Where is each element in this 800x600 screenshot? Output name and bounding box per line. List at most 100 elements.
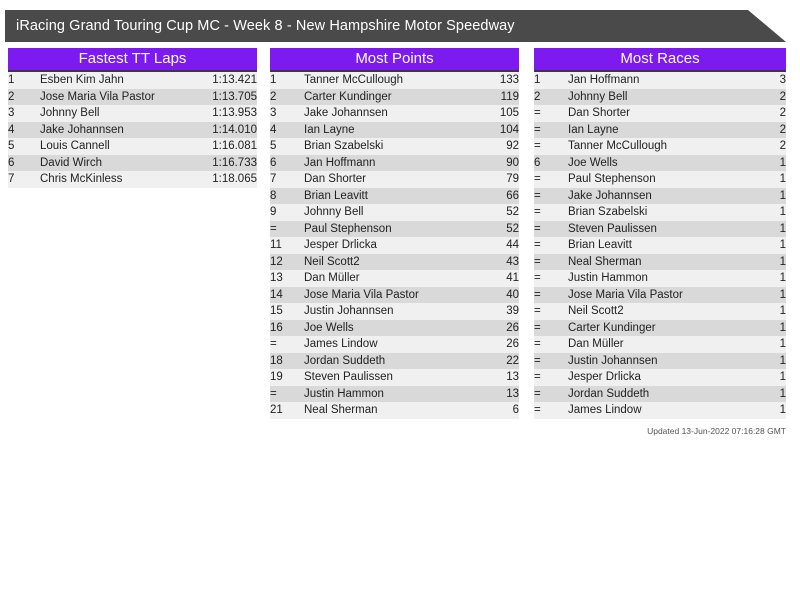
row-value: 1 — [779, 173, 786, 185]
row-driver-name: Neil Scott2 — [304, 255, 360, 268]
table-row: 12 Neil Scott2 43 — [270, 253, 519, 270]
table-row: 15 Justin Johannsen 39 — [270, 303, 519, 320]
row-value: 43 — [506, 255, 519, 268]
table-row: = Justin Johannsen 1 — [534, 352, 786, 369]
row-driver-name: Jesper Drlicka — [568, 371, 641, 383]
row-driver-name: Jake Johannsen — [568, 189, 652, 202]
row-rank: 5 — [8, 140, 15, 152]
table-most-races: 1 Jan Hoffmann 3 2 Johnny Bell 2 = Dan Shorter 2… — [534, 72, 786, 419]
row-value: 1 — [779, 272, 786, 284]
table-row: = Tanner McCullough 2 — [534, 138, 786, 155]
row-driver-name: Justin Johannsen — [568, 354, 658, 367]
row-rank: = — [534, 404, 541, 416]
row-driver-name: Steven Paulissen — [304, 371, 393, 383]
row-value: 1 — [779, 222, 786, 235]
row-driver-name: David Wirch — [40, 156, 102, 169]
row-rank: 16 — [270, 321, 283, 334]
row-driver-name: Jan Hoffmann — [568, 74, 640, 86]
table-body: 1 Tanner McCullough 133 2 Carter Kundinger 11… — [270, 72, 519, 419]
row-driver-name: Jordan Suddeth — [568, 387, 650, 400]
table-row: 4 Jake Johannsen 1:14.010 — [8, 121, 257, 138]
row-driver-name: Johnny Bell — [568, 90, 628, 103]
row-driver-name: Jordan Suddeth — [304, 354, 386, 367]
row-driver-name: Dan Shorter — [304, 173, 367, 185]
table-row: = Brian Leavitt 1 — [534, 237, 786, 254]
row-value: 26 — [506, 338, 519, 350]
table-row: 6 Jan Hoffmann 90 — [270, 154, 519, 171]
row-driver-name: Tanner McCullough — [304, 74, 404, 86]
row-rank: 21 — [270, 404, 283, 416]
row-rank: 4 — [8, 123, 15, 136]
row-value: 1:13.953 — [212, 107, 257, 119]
row-driver-name: Dan Müller — [568, 338, 624, 350]
row-value: 3 — [779, 74, 786, 86]
table-row: 2 Carter Kundinger 119 — [270, 88, 519, 105]
row-driver-name: Neil Scott2 — [568, 305, 624, 317]
row-value: 52 — [506, 206, 519, 218]
row-value: 1:16.733 — [212, 156, 257, 169]
table-row: = James Lindow 1 — [534, 402, 786, 419]
table-row: = Dan Müller 1 — [534, 336, 786, 353]
table-row: 14 Jose Maria Vila Pastor 40 — [270, 286, 519, 303]
row-driver-name: Esben Kim Jahn — [40, 74, 124, 86]
row-rank: = — [534, 354, 541, 367]
row-driver-name: James Lindow — [568, 404, 642, 416]
row-driver-name: Brian Szabelski — [304, 140, 384, 152]
table-row: = Carter Kundinger 1 — [534, 319, 786, 336]
row-value: 1:14.010 — [212, 123, 257, 136]
row-rank: 2 — [8, 90, 15, 103]
row-rank: 6 — [534, 156, 541, 169]
row-driver-name: Brian Leavitt — [568, 239, 632, 251]
row-rank: = — [534, 239, 541, 251]
row-value: 1 — [779, 255, 786, 268]
row-rank: 2 — [534, 90, 541, 103]
table-row: = Jordan Suddeth 1 — [534, 385, 786, 402]
row-value: 2 — [779, 123, 786, 136]
row-driver-name: Joe Wells — [568, 156, 618, 169]
row-value: 2 — [779, 107, 786, 119]
row-value: 1 — [779, 288, 786, 301]
row-value: 90 — [506, 156, 519, 169]
row-rank: 19 — [270, 371, 283, 383]
table-row: = Jake Johannsen 1 — [534, 187, 786, 204]
table-row: 1 Esben Kim Jahn 1:13.421 — [8, 72, 257, 89]
table-row: 3 Jake Johannsen 105 — [270, 105, 519, 122]
row-driver-name: Joe Wells — [304, 321, 354, 334]
row-rank: 8 — [270, 189, 277, 202]
row-rank: = — [534, 140, 541, 152]
row-value: 1 — [779, 305, 786, 317]
row-driver-name: Ian Layne — [568, 123, 619, 136]
row-value: 22 — [506, 354, 519, 367]
row-value: 79 — [506, 173, 519, 185]
row-driver-name: James Lindow — [304, 338, 378, 350]
row-rank: 13 — [270, 272, 283, 284]
table-fastest-tt-laps: 1 Esben Kim Jahn 1:13.421 2 Jose Maria Vila … — [8, 72, 257, 188]
row-value: 2 — [779, 140, 786, 152]
table-row: 2 Jose Maria Vila Pastor 1:13.705 — [8, 88, 257, 105]
row-value: 39 — [506, 305, 519, 317]
row-rank: = — [534, 255, 541, 268]
table-row: 9 Johnny Bell 52 — [270, 204, 519, 221]
table-row: 5 Brian Szabelski 92 — [270, 138, 519, 155]
table-row: 19 Steven Paulissen 13 — [270, 369, 519, 386]
row-value: 105 — [499, 107, 519, 119]
row-value: 1:13.421 — [212, 74, 257, 86]
table-row: 2 Johnny Bell 2 — [534, 88, 786, 105]
row-value: 133 — [499, 74, 519, 86]
row-driver-name: Jose Maria Vila Pastor — [40, 90, 155, 103]
table-row: 1 Tanner McCullough 133 — [270, 72, 519, 89]
table-row: 7 Dan Shorter 79 — [270, 171, 519, 188]
row-value: 1 — [779, 321, 786, 334]
page-title: iRacing Grand Touring Cup MC - Week 8 - … — [16, 18, 515, 34]
row-driver-name: Justin Johannsen — [304, 305, 394, 317]
row-value: 1 — [779, 239, 786, 251]
row-rank: 3 — [270, 107, 277, 119]
row-rank: = — [534, 272, 541, 284]
row-rank: 1 — [8, 74, 15, 86]
table-row: = Justin Hammon 13 — [270, 385, 519, 402]
table-row: = Neil Scott2 1 — [534, 303, 786, 320]
panel-title-fastest-tt-laps: Fastest TT Laps — [8, 48, 257, 72]
row-rank: = — [534, 305, 541, 317]
row-rank: 7 — [8, 173, 15, 185]
row-rank: = — [270, 338, 277, 350]
